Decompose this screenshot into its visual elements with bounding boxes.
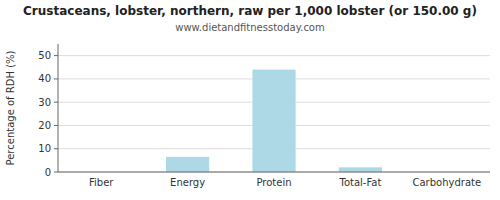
grid-line: [58, 55, 490, 56]
bar: [252, 70, 295, 172]
y-tick-label: 20: [38, 120, 51, 131]
bars: [166, 70, 382, 172]
y-tick-label: 30: [38, 97, 51, 108]
y-tick: [54, 55, 58, 56]
y-tick: [54, 148, 58, 149]
y-tick-label: 10: [38, 143, 51, 154]
y-axis: [58, 44, 59, 172]
x-tick-label: Carbohydrate: [412, 177, 481, 188]
grid: [58, 56, 490, 172]
y-tick: [54, 125, 58, 126]
x-tick-label: Protein: [256, 177, 291, 188]
title: Crustaceans, lobster, northern, raw per …: [23, 4, 477, 18]
grid-line: [58, 172, 490, 173]
x-tick-label: Fiber: [89, 177, 114, 188]
y-tick: [54, 172, 58, 173]
x-axis: [58, 172, 490, 173]
y-tick: [54, 102, 58, 103]
chart: Crustaceans, lobster, northern, raw per …: [0, 0, 500, 200]
bar: [339, 167, 382, 172]
y-tick-label: 0: [45, 167, 51, 178]
x-tick-label: Total-Fat: [338, 177, 381, 188]
y-tick-label: 40: [38, 73, 51, 84]
y-tick-label: 50: [38, 50, 51, 61]
y-axis-label: Percentage of RDH (%): [5, 50, 16, 165]
x-tick-label: Energy: [170, 177, 205, 188]
y-tick: [54, 78, 58, 79]
bar: [166, 157, 209, 172]
subtitle: www.dietandfitnesstoday.com: [175, 22, 324, 33]
